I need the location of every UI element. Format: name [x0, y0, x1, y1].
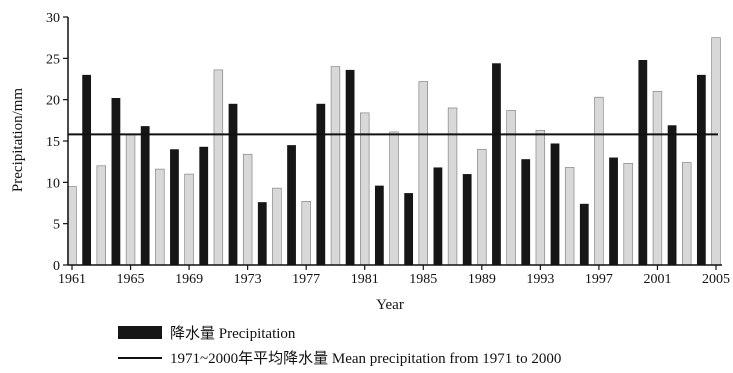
bar-1977: [301, 201, 311, 266]
x-tick-label-2005: 2005: [702, 272, 730, 287]
bar-1968: [170, 149, 179, 265]
legend-mean: 1971~2000年平均降水量 Mean precipitation from …: [118, 347, 561, 368]
x-tick-label-1989: 1989: [468, 272, 496, 287]
y-tick-label-5: 5: [53, 218, 60, 233]
y-tick-label-30: 30: [46, 11, 60, 26]
bar-1987: [447, 107, 458, 266]
bar-1961: [67, 186, 77, 266]
legend-bar-swatch: [118, 326, 162, 339]
bar-1973: [242, 153, 253, 266]
bar-2001: [652, 91, 663, 266]
bar-1974: [257, 202, 267, 265]
bar-1995: [564, 167, 575, 266]
bar-1964: [111, 98, 121, 265]
bar-1962: [82, 74, 92, 265]
bar-1982: [374, 185, 384, 265]
bar-1996: [579, 203, 589, 265]
legend-precipitation: 降水量 Precipitation: [118, 322, 295, 343]
x-tick-label-1985: 1985: [409, 272, 437, 287]
bar-1993: [535, 129, 546, 266]
x-tick-label-1965: 1965: [117, 272, 145, 287]
x-tick-label-1981: 1981: [351, 272, 379, 287]
bar-1988: [462, 174, 472, 265]
bar-1965: [125, 134, 136, 266]
bar-1994: [550, 143, 560, 265]
bar-1980: [345, 69, 355, 265]
bar-1999: [623, 163, 633, 266]
bar-2002: [667, 125, 677, 265]
bar-1970: [199, 146, 209, 265]
bar-1967: [155, 168, 165, 266]
bar-1992: [521, 159, 531, 265]
bar-1998: [609, 157, 618, 265]
x-tick-label-1997: 1997: [585, 272, 613, 287]
bar-1989: [477, 148, 487, 266]
bar-1983: [389, 131, 399, 266]
bar-1979: [330, 66, 341, 266]
legend-line-swatch: [118, 356, 162, 359]
bar-2003: [682, 162, 692, 266]
y-tick-label-10: 10: [46, 176, 60, 191]
bar-1976: [287, 145, 296, 265]
x-tick-label-1973: 1973: [234, 272, 262, 287]
bar-1985: [418, 81, 428, 266]
bar-1966: [140, 126, 150, 266]
bar-2005: [711, 37, 721, 266]
bar-1997: [594, 96, 604, 266]
bar-1990: [492, 63, 501, 265]
x-tick-label-1961: 1961: [58, 272, 86, 287]
legend-mean-label: 1971~2000年平均降水量 Mean precipitation from …: [170, 351, 562, 367]
bar-1972: [228, 103, 238, 265]
x-tick-label-2001: 2001: [643, 272, 671, 287]
legend-precipitation-label: 降水量 Precipitation: [170, 326, 296, 342]
bar-2000: [638, 59, 648, 266]
y-tick-label-25: 25: [46, 52, 60, 67]
bar-1981: [360, 112, 370, 266]
bar-1986: [433, 167, 443, 265]
x-tick-label-1977: 1977: [292, 272, 320, 287]
x-axis-title: Year: [376, 297, 404, 313]
bar-1971: [213, 69, 224, 266]
bar-1969: [184, 173, 194, 266]
x-tick-label-1993: 1993: [526, 272, 554, 287]
y-tick-label-20: 20: [46, 94, 60, 109]
precipitation-bar-chart: 0 5 10 15 20 25 30 1961 1965 1969 1973 1977 1981 1985…: [10, 11, 730, 313]
y-axis-title: Precipitation/mm: [10, 88, 26, 192]
bar-1963: [96, 165, 106, 266]
bar-1984: [404, 193, 414, 265]
bar-2004: [696, 74, 706, 265]
y-tick-label-0: 0: [53, 259, 60, 274]
y-tick-label-15: 15: [46, 135, 60, 150]
x-tick-label-1969: 1969: [175, 272, 203, 287]
bar-1978: [316, 103, 326, 265]
bar-1975: [272, 187, 282, 266]
